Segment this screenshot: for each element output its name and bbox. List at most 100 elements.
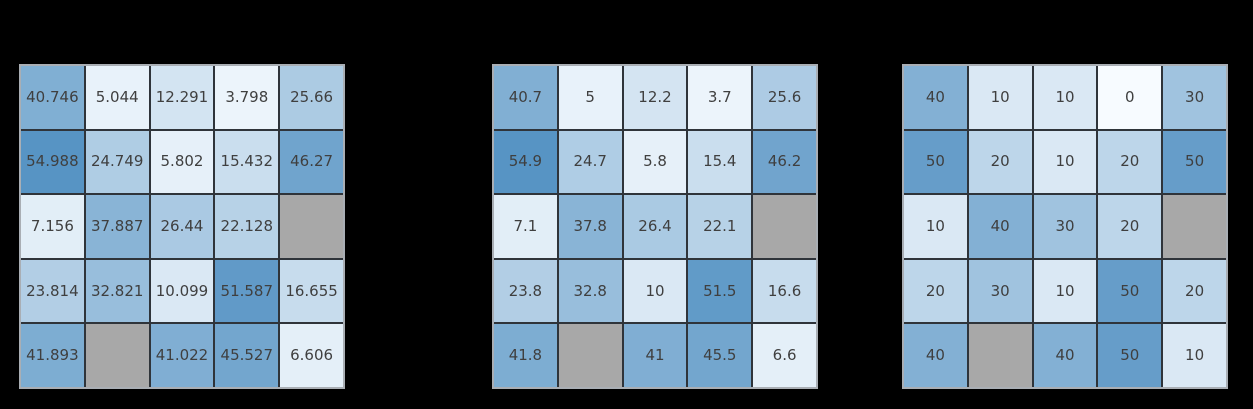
heatmap-cell: 24.7 [558,130,622,194]
heatmap-cell: 10.099 [150,259,214,323]
heatmap-cell: 3.798 [215,66,279,129]
heatmap-cell: 40 [904,324,967,387]
heatmap-cell: 46.27 [280,130,343,194]
cell-value: 5.802 [160,152,204,171]
heatmap-cell: 20 [904,259,967,323]
cell-value: 51.587 [220,281,274,300]
heatmap-cell: 6.6 [753,324,816,387]
cell-value: 7.1 [513,216,538,235]
heatmap-cell: 24.749 [85,130,149,194]
heatmap-cell [753,195,816,258]
cell-value: 50 [1120,346,1140,365]
cell-value: 24.749 [90,152,144,171]
cell-value: 41.893 [26,346,79,365]
heatmap-cell: 50 [1098,324,1162,387]
heatmap-rounded-tens: 40 10 10 0 30 50 20 10 20 50 10 40 30 20 20 30 10 50 20 40 4… [902,64,1228,389]
heatmap-cell: 10 [1033,259,1097,323]
heatmap-cell: 46.2 [753,130,816,194]
heatmap-cell: 3.7 [688,66,752,129]
cell-value: 7.156 [30,216,74,235]
heatmap-cell: 40 [904,66,967,129]
heatmap-cell [558,324,622,387]
heatmap-cell: 50 [1098,259,1162,323]
heatmap-cell: 30 [1163,66,1226,129]
cell-value: 10 [990,87,1010,106]
heatmap-cell: 10 [1163,324,1226,387]
cell-value: 41.022 [155,346,209,365]
cell-value: 37.8 [573,216,607,235]
heatmap-cell: 50 [1163,130,1226,194]
cell-value: 22.128 [220,216,274,235]
cell-value: 3.798 [225,87,269,106]
heatmap-cell: 6.606 [280,324,343,387]
cell-value: 22.1 [703,216,737,235]
cell-value: 41 [645,346,665,365]
heatmap-cell: 10 [968,66,1032,129]
heatmap-cell: 40 [1033,324,1097,387]
heatmap-cell: 20 [1163,259,1226,323]
heatmap-cell: 15.4 [688,130,752,194]
cell-value: 10 [1185,346,1205,365]
cell-value: 51.5 [703,281,737,300]
heatmap-cell: 54.9 [494,130,557,194]
heatmap-cell: 41.893 [21,324,84,387]
cell-value: 10 [1055,152,1075,171]
heatmap-cell: 45.5 [688,324,752,387]
cell-value: 0 [1125,87,1135,106]
heatmap-cell: 32.8 [558,259,622,323]
heatmap-cell: 54.988 [21,130,84,194]
heatmap-cell: 51.587 [215,259,279,323]
cell-value: 40 [990,216,1010,235]
cell-value: 5.8 [643,152,667,171]
heatmap-cell: 22.1 [688,195,752,258]
cell-value: 3.7 [707,87,732,106]
heatmap-cell: 41.8 [494,324,557,387]
heatmap-cell [85,324,149,387]
heatmap-cell: 20 [1098,130,1162,194]
cell-value: 26.4 [638,216,672,235]
heatmap-cell: 16.655 [280,259,343,323]
cell-value: 12.2 [638,87,672,106]
heatmap-one-decimal: 40.7 5 12.2 3.7 25.6 54.9 24.7 5.8 15.4 46.2 7.1 37… [492,64,818,389]
cell-value: 46.2 [767,152,802,171]
cell-value: 40 [1055,346,1075,365]
cell-value: 24.7 [573,152,607,171]
cell-value: 30 [1185,87,1205,106]
heatmap-full-precision: 40.746 5.044 12.291 3.798 25.66 54.988 24.749 5… [19,64,345,389]
heatmap-cell: 37.8 [558,195,622,258]
cell-value: 16.6 [767,281,802,300]
cell-value: 26.44 [160,216,204,235]
heatmap-cell [280,195,343,258]
cell-value: 20 [925,281,945,300]
cell-value: 30 [1055,216,1075,235]
cell-value: 5.044 [95,87,139,106]
cell-value: 45.527 [220,346,274,365]
cell-value: 45.5 [703,346,737,365]
heatmap-cell: 32.821 [85,259,149,323]
heatmap-cell: 10 [904,195,967,258]
cell-value: 32.821 [90,281,144,300]
heatmap-cell: 15.432 [215,130,279,194]
heatmap-cell [1163,195,1226,258]
heatmap-cell: 30 [1033,195,1097,258]
cell-value: 23.8 [508,281,543,300]
cell-value: 30 [990,281,1010,300]
cell-value: 12.291 [155,87,209,106]
heatmap-cell: 30 [968,259,1032,323]
heatmap-cell: 10 [623,259,687,323]
cell-value: 6.606 [290,346,334,365]
cell-value: 20 [1120,152,1140,171]
cell-value: 40 [925,346,945,365]
heatmap-cell: 20 [1098,195,1162,258]
heatmap-cell: 40 [968,195,1032,258]
cell-value: 10.099 [155,281,209,300]
cell-value: 50 [1185,152,1205,171]
heatmap-cell: 7.156 [21,195,84,258]
cell-value: 54.988 [26,152,79,171]
heatmap-cell: 26.4 [623,195,687,258]
cell-value: 20 [1185,281,1205,300]
cell-value: 10 [1055,281,1075,300]
heatmap-cell: 40.7 [494,66,557,129]
heatmap-cell: 16.6 [753,259,816,323]
